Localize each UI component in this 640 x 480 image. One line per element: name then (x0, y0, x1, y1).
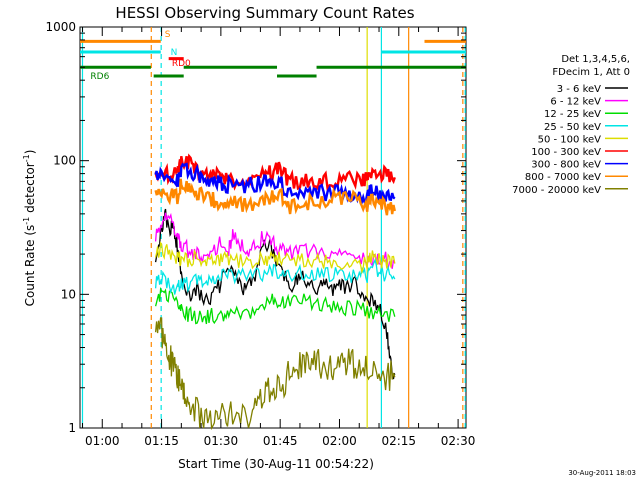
x-tick-label: 02:15 (381, 434, 416, 448)
legend-label-7000-20000-kev: 7000 - 20000 keV (512, 185, 601, 196)
legend-label-100-300-kev: 100 - 300 keV (531, 147, 601, 158)
legend-label-25-50-kev: 25 - 50 keV (544, 122, 601, 133)
series-line-12-25-kev (154, 286, 396, 325)
chart-title: HESSI Observing Summary Count Rates (115, 4, 414, 22)
x-axis-label: Start Time (30-Aug-11 00:54:22) (178, 457, 374, 471)
legend-label-50-100-kev: 50 - 100 keV (538, 134, 602, 145)
series-line-6-12-kev (154, 212, 396, 270)
legend-title-line-2: FDecim 1, Att 0 (552, 67, 630, 78)
legend-label-800-7000-kev: 800 - 7000 keV (525, 172, 601, 183)
x-tick-label: 01:15 (144, 434, 179, 448)
x-tick-label: 02:30 (441, 434, 476, 448)
series-line-800-7000-kev (154, 178, 396, 216)
plot-frame (79, 26, 467, 429)
y-tick-label: 1000 (45, 20, 76, 34)
legend: Det 1,3,4,5,6, FDecim 1, Att 0 3 - 6 keV… (512, 54, 630, 196)
series-line-25-50-kev (154, 257, 396, 295)
y-tick-label: 1 (68, 421, 76, 435)
series-line-300-800-kev (154, 162, 396, 206)
legend-title-line-1: Det 1,3,4,5,6, (561, 54, 630, 65)
y-tick-label: 100 (53, 154, 76, 168)
series-line-50-100-kev (154, 241, 396, 275)
x-axis: 01:00 01:15 01:30 01:45 02:00 02:15 02:30 (81, 27, 476, 448)
flag-label-rd0: RD0 (172, 59, 191, 69)
series-line-3-6-kev (154, 208, 396, 380)
y-axis: 1 10 100 1000 (45, 20, 466, 435)
y-tick-label: 10 (61, 287, 76, 301)
flag-label-n: N (171, 48, 178, 58)
x-tick-label: 01:00 (85, 434, 120, 448)
legend-label-6-12-kev: 6 - 12 keV (550, 97, 601, 108)
legend-label-12-25-kev: 12 - 25 keV (544, 109, 601, 120)
legend-label-300-800-kev: 300 - 800 keV (531, 160, 601, 171)
x-tick-label: 02:00 (322, 434, 357, 448)
x-tick-label: 01:30 (204, 434, 239, 448)
x-tick-label: 01:45 (263, 434, 298, 448)
flag-label-rd6: RD6 (90, 72, 109, 82)
legend-label-3-6-kev: 3 - 6 keV (557, 84, 601, 95)
y-axis-label: Count Rate (s-1 detector-1) (22, 150, 37, 307)
timestamp: 30-Aug-2011 18:03 (568, 469, 636, 477)
flag-label-s: S (165, 30, 171, 40)
series-line-100-300-kev (154, 153, 396, 192)
series-line-7000-20000-kev (154, 317, 396, 431)
